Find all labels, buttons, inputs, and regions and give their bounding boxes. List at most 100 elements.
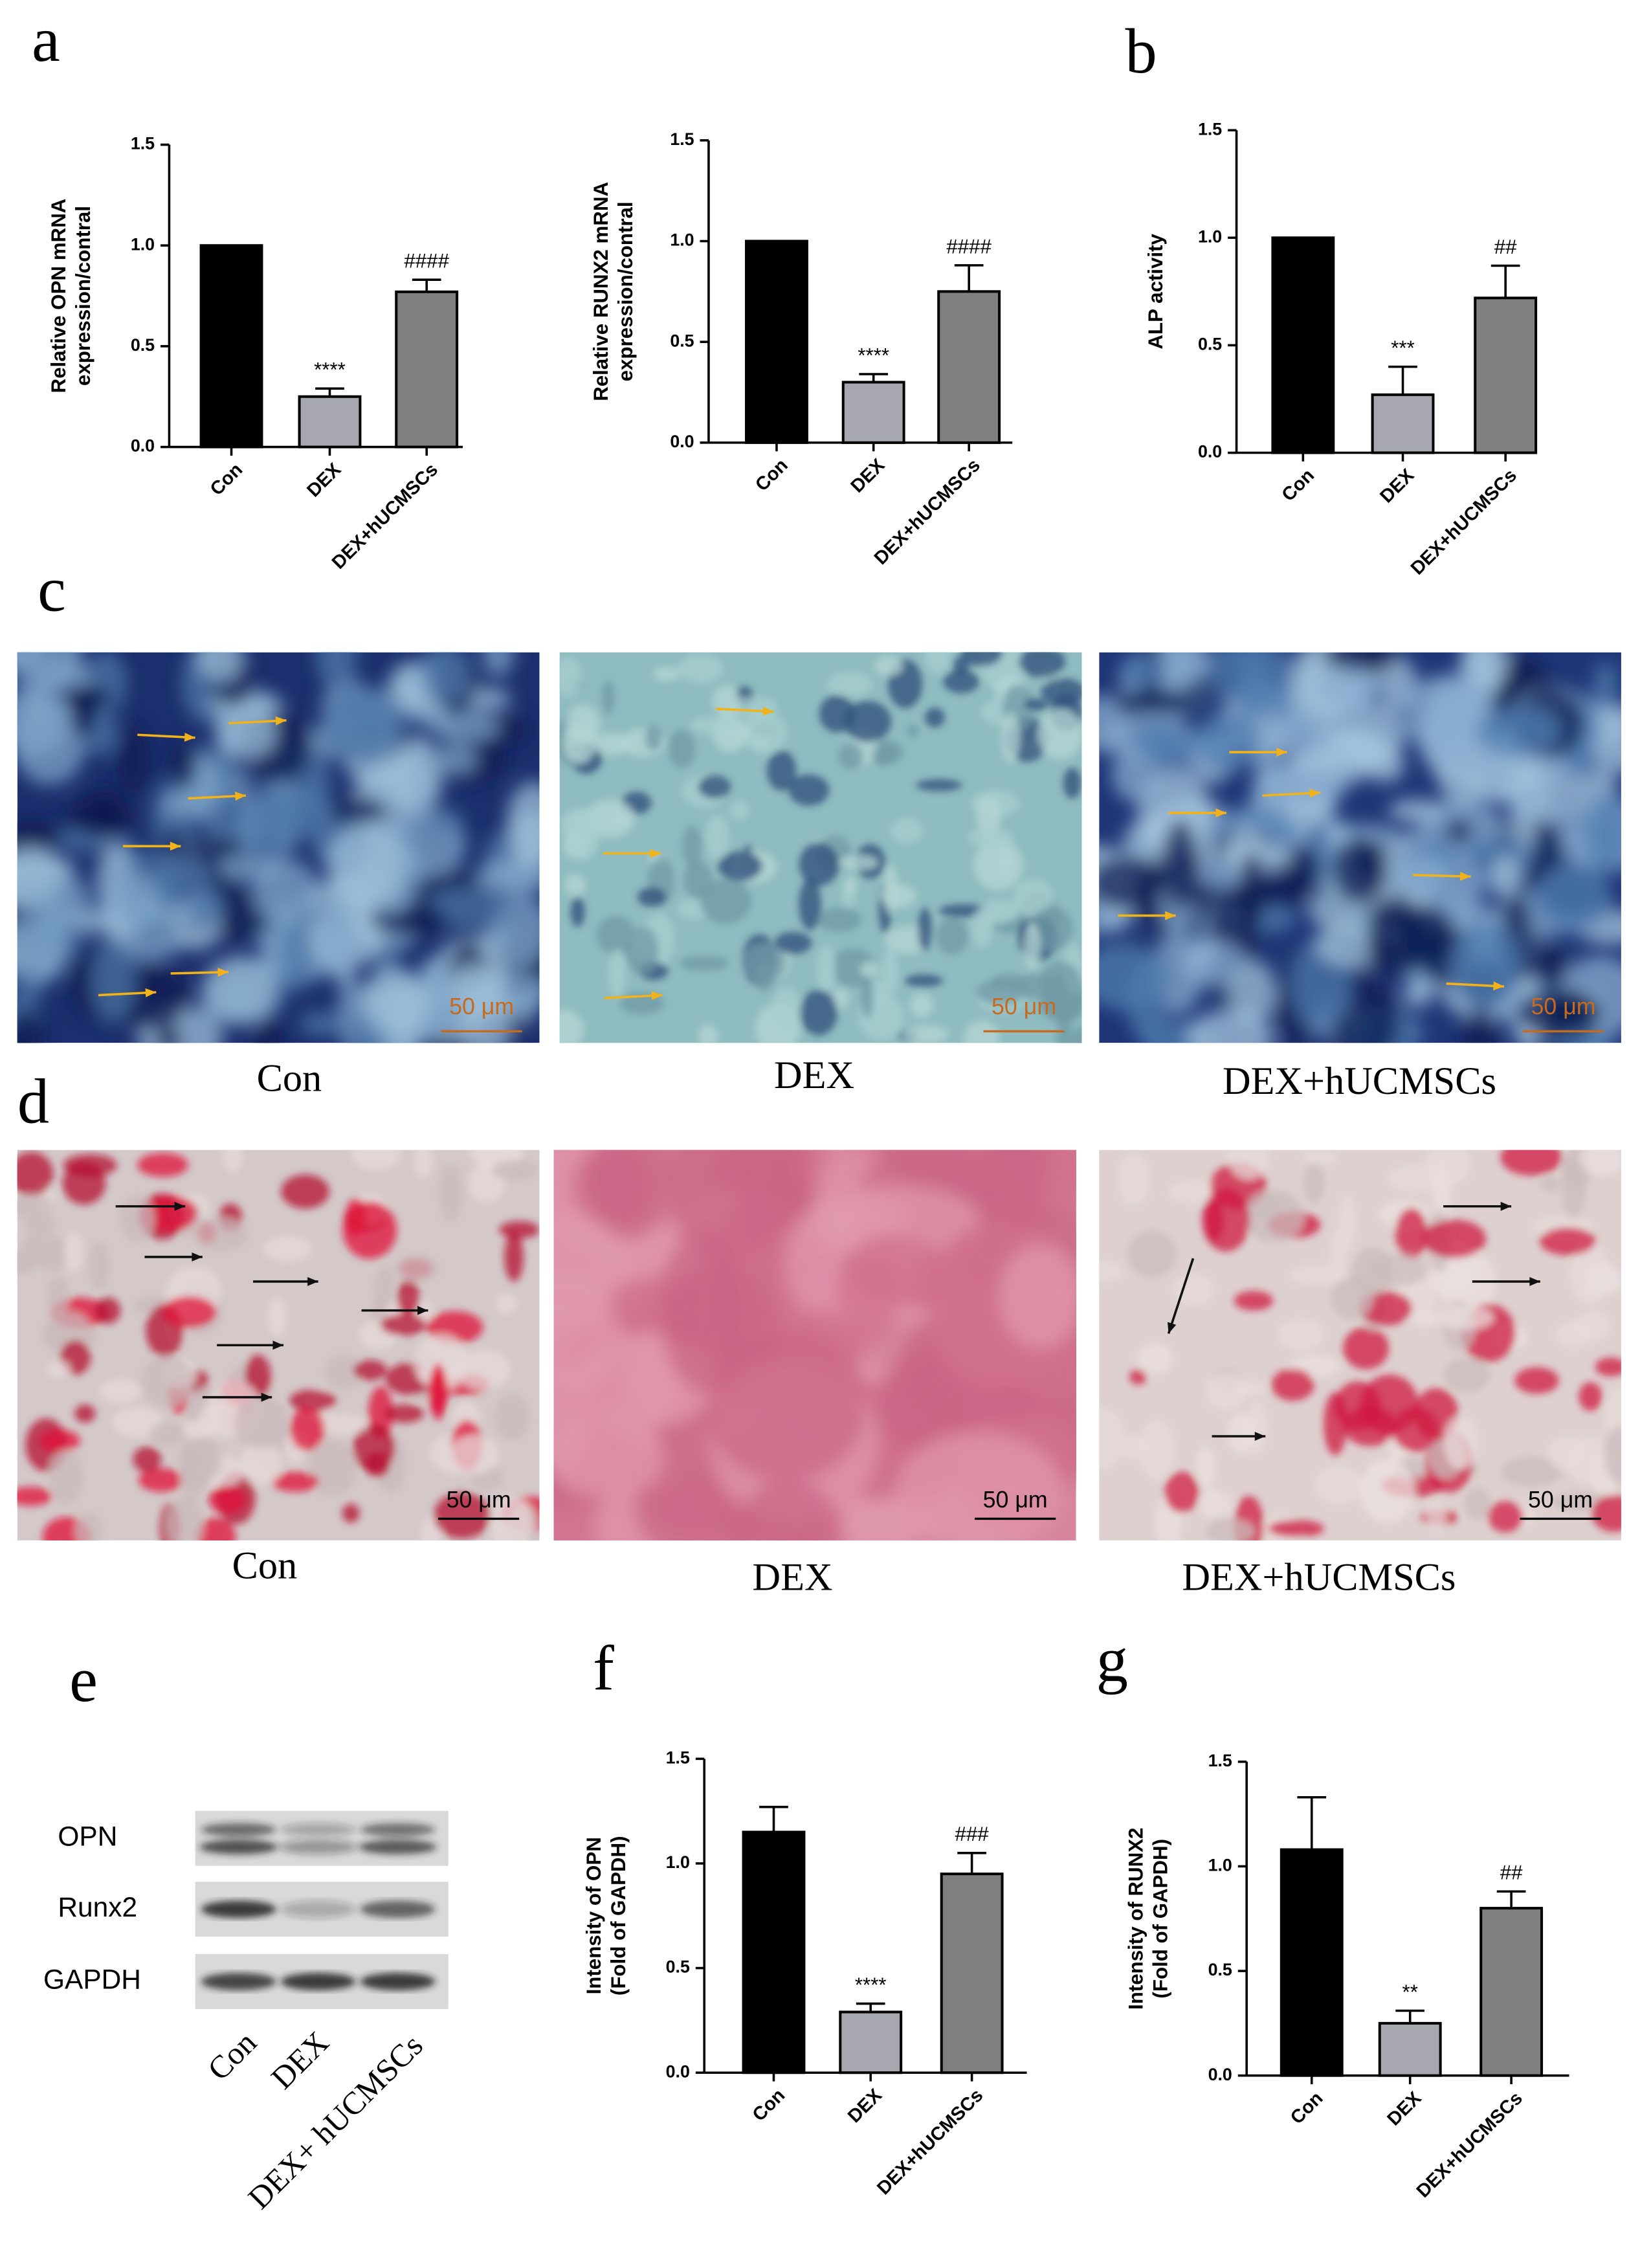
arrow — [1167, 1258, 1195, 1334]
texture-blob — [384, 1404, 424, 1423]
texture-blob — [1127, 1229, 1177, 1278]
texture-blob — [1478, 758, 1509, 788]
y-axis-label: Relative OPN mRNA — [47, 199, 70, 394]
texture-blob — [730, 800, 749, 821]
texture-blob — [139, 1467, 184, 1493]
band — [201, 1973, 276, 1990]
arrow-head — [170, 841, 181, 851]
texture-blob — [601, 680, 615, 715]
texture-blob — [232, 789, 305, 861]
texture-blob — [907, 724, 919, 738]
texture-blob — [1539, 1176, 1560, 1193]
band — [280, 1900, 356, 1918]
texture-blob — [698, 775, 731, 799]
texture — [17, 1150, 540, 1540]
texture-blob — [1219, 1493, 1234, 1518]
texture-blob — [1268, 1520, 1324, 1538]
image-caption: DEX — [753, 1555, 833, 1599]
texture-blob — [1560, 1157, 1586, 1219]
texture-blob — [1302, 1150, 1337, 1165]
texture-blob — [156, 1026, 182, 1043]
scale-bar-label: 50 μm — [449, 994, 514, 1019]
texture-blob — [902, 1025, 949, 1043]
texture-blob — [799, 842, 839, 886]
texture-blob — [1072, 1025, 1082, 1043]
texture-blob — [214, 700, 277, 761]
texture-blob — [47, 1361, 71, 1379]
scale-bar-label: 50 μm — [1531, 994, 1596, 1019]
texture-blob — [99, 1379, 141, 1403]
texture-blob — [74, 1404, 96, 1423]
texture-blob — [384, 975, 423, 1043]
blot-band — [360, 1900, 436, 1918]
x-tick-label: DEX — [844, 2085, 886, 2127]
texture-blob — [120, 1195, 155, 1242]
x-tick-label: DEX+hUCMSCs — [1413, 2088, 1527, 2202]
arrow-head — [1309, 788, 1321, 798]
texture-blob — [612, 812, 628, 825]
error-bar — [856, 2002, 885, 2012]
texture-blob — [17, 1486, 52, 1506]
texture-blob — [943, 670, 980, 693]
texture-blob — [1303, 1162, 1325, 1205]
texture-blob — [63, 685, 113, 711]
texture-blob — [1476, 705, 1560, 758]
error-bar — [954, 264, 984, 292]
texture-blob — [186, 888, 226, 928]
texture-blob — [963, 1020, 1000, 1043]
texture-blob — [1314, 1466, 1364, 1505]
texture-blob — [1461, 1008, 1498, 1043]
texture-blob — [1199, 1488, 1226, 1518]
blot-band — [280, 1900, 356, 1918]
significance: ## — [1494, 236, 1517, 258]
y-tick-label: 1.0 — [666, 1852, 690, 1872]
y-axis-label: Intensity of OPN — [582, 1837, 605, 1994]
x-tick-label: DEX+hUCMSCs — [873, 2085, 987, 2199]
texture-blob — [1500, 1150, 1562, 1176]
texture-blob — [742, 943, 786, 983]
texture-blob — [968, 828, 1014, 847]
texture-blob — [1136, 1342, 1173, 1375]
texture-blob — [837, 854, 878, 871]
bar — [745, 239, 808, 444]
texture-blob — [1289, 1265, 1348, 1285]
y-tick-label: 1.5 — [1208, 1751, 1232, 1770]
texture-blob — [381, 1313, 427, 1336]
texture-blob — [150, 1422, 186, 1447]
texture-blob — [321, 1414, 368, 1435]
texture-blob — [705, 815, 729, 860]
arrow-head — [145, 988, 157, 997]
y-tick-label: 0.0 — [131, 436, 155, 456]
texture-blob — [559, 1009, 584, 1043]
texture — [559, 652, 1082, 1043]
texture-blob — [844, 700, 892, 742]
texture-blob — [202, 955, 276, 1026]
texture-blob — [375, 1266, 395, 1309]
arrow-head — [275, 716, 287, 726]
texture-blob — [1365, 748, 1405, 783]
band — [201, 1823, 276, 1836]
texture-blob — [1135, 720, 1184, 765]
texture-blob — [451, 962, 501, 1008]
texture-blob — [1384, 856, 1454, 890]
texture-blob — [323, 894, 357, 974]
texture-blob — [169, 742, 197, 789]
band — [359, 1840, 437, 1854]
alizarin-image — [1099, 1150, 1621, 1540]
y-axis-label: (Fold of GAPDH) — [1149, 1839, 1172, 1999]
texture-blob — [1567, 1436, 1613, 1485]
texture-blob — [1359, 1460, 1415, 1524]
arrow-head — [1276, 748, 1287, 757]
bar — [395, 290, 459, 449]
texture-blob — [592, 732, 630, 756]
texture-blob — [1113, 689, 1204, 715]
texture-blob — [428, 1371, 449, 1413]
blot-band — [359, 1823, 437, 1854]
texture-blob — [1037, 709, 1082, 759]
blot-strip — [195, 1810, 449, 1866]
alp-image — [559, 652, 1082, 1043]
arrow-head — [235, 791, 246, 801]
arrow-head — [184, 732, 195, 742]
texture-blob — [322, 685, 407, 765]
band — [280, 1973, 356, 1990]
